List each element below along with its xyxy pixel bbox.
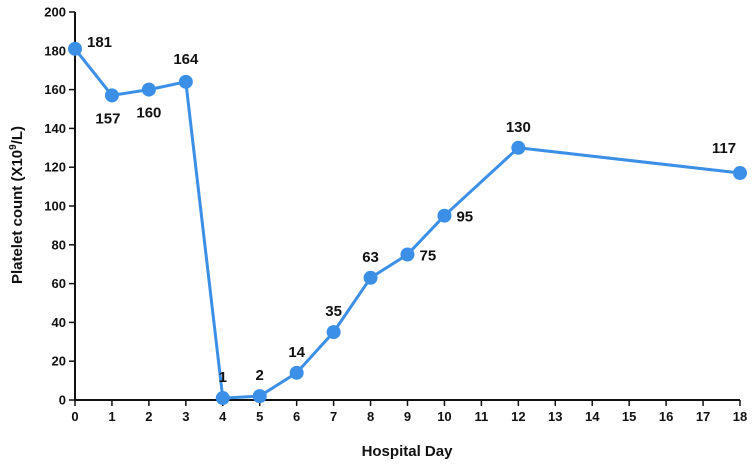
x-ticks: 0 1 2 3 4 5 6 7 8 9 10 11 12 13 14 15 16 17 18 <box>71 400 747 424</box>
data-label: 35 <box>325 303 342 320</box>
x-tick-label: 16 <box>659 409 673 424</box>
data-point <box>68 41 82 56</box>
data-label: 160 <box>136 105 161 122</box>
axes <box>74 12 740 401</box>
y-tick-label: 100 <box>44 199 66 214</box>
x-tick-label: 3 <box>182 409 189 424</box>
data-label: 95 <box>456 209 473 226</box>
x-tick-label: 5 <box>256 409 263 424</box>
data-point <box>141 82 156 97</box>
y-tick-label: 40 <box>52 315 66 330</box>
y-axis-title-unit: /L) <box>9 126 26 144</box>
data-label: 130 <box>506 119 531 136</box>
y-tick-label: 180 <box>44 43 66 58</box>
data-label: 157 <box>95 110 120 127</box>
y-axis-title-main: Platelet count (X10 <box>9 150 26 284</box>
series-line <box>73 47 741 400</box>
x-tick-label: 7 <box>330 409 337 424</box>
data-labels: 181 157 160 164 1 2 14 35 63 75 95 130 117 <box>87 34 736 386</box>
data-points <box>68 41 747 406</box>
data-label: 75 <box>420 248 437 265</box>
x-tick-label: 14 <box>585 409 600 424</box>
y-ticks: 0 20 40 60 80 100 120 140 160 180 200 <box>44 5 75 408</box>
y-tick-label: 0 <box>59 393 66 408</box>
data-point <box>511 140 526 155</box>
x-tick-label: 11 <box>475 409 489 424</box>
data-point <box>178 74 193 89</box>
data-point <box>733 166 747 181</box>
x-tick-label: 10 <box>437 409 451 424</box>
data-point <box>252 389 267 404</box>
x-tick-label: 18 <box>733 409 747 424</box>
data-point <box>400 247 415 262</box>
x-tick-label: 17 <box>696 409 710 424</box>
data-label: 14 <box>288 344 305 361</box>
data-point <box>326 325 341 340</box>
x-tick-label: 2 <box>145 409 152 424</box>
y-axis-title-superscript: 9 <box>8 144 19 150</box>
x-tick-label: 4 <box>219 409 227 424</box>
y-tick-label: 140 <box>44 121 66 136</box>
data-label: 117 <box>712 140 736 157</box>
data-point <box>437 208 452 223</box>
data-label: 181 <box>87 34 112 51</box>
x-tick-label: 12 <box>511 409 525 424</box>
x-tick-label: 13 <box>548 409 562 424</box>
data-label: 164 <box>173 51 199 68</box>
x-tick-label: 6 <box>293 409 300 424</box>
y-tick-label: 80 <box>52 237 66 252</box>
y-tick-label: 20 <box>52 354 66 369</box>
x-tick-label: 8 <box>367 409 374 424</box>
data-point <box>363 270 378 285</box>
y-tick-label: 200 <box>44 5 66 20</box>
y-tick-label: 120 <box>44 160 66 175</box>
data-point <box>215 391 230 406</box>
x-tick-label: 1 <box>108 409 115 424</box>
data-point <box>289 365 304 380</box>
y-tick-label: 160 <box>44 82 66 97</box>
y-tick-label: 60 <box>52 276 66 291</box>
x-axis-title: Hospital Day <box>362 443 454 460</box>
x-tick-label: 15 <box>622 409 636 424</box>
data-point <box>104 88 119 103</box>
data-label: 2 <box>256 367 264 384</box>
x-tick-label: 0 <box>71 409 78 424</box>
x-tick-label: 9 <box>404 409 411 424</box>
data-label: 63 <box>362 249 379 266</box>
y-axis-title: Platelet count (X109/L) <box>8 126 26 284</box>
data-label: 1 <box>219 369 227 386</box>
